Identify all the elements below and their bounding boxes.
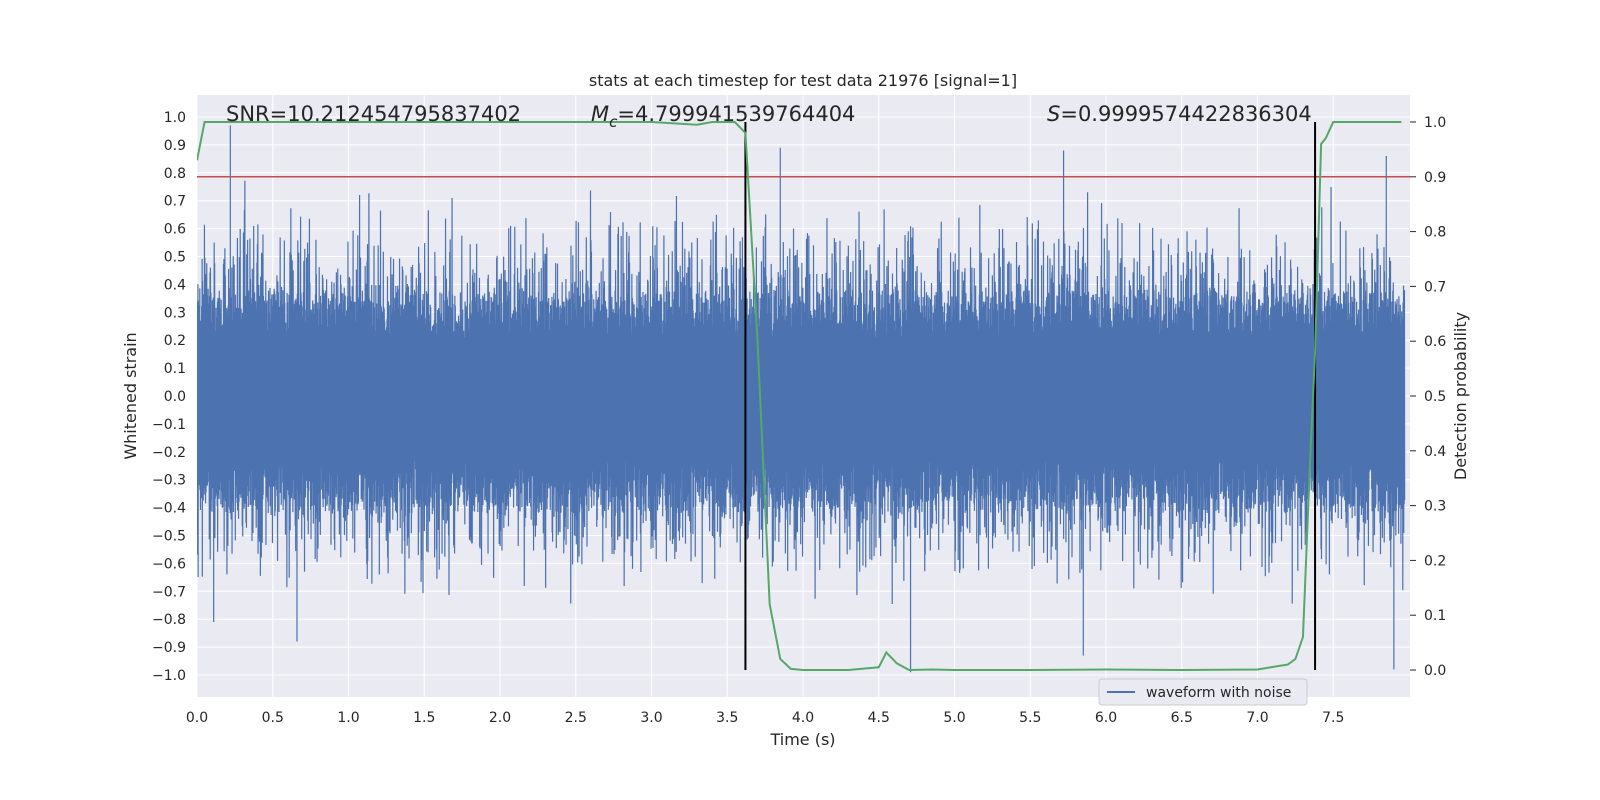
x-tick-label: 2.5 — [565, 710, 587, 726]
y2-tick-label: 0.8 — [1424, 225, 1446, 241]
y2-tick-label: 0.2 — [1424, 553, 1446, 569]
x-tick-label: 3.5 — [716, 710, 738, 726]
x-tick-label: 7.5 — [1322, 710, 1344, 726]
y-tick-label: 0.1 — [164, 361, 186, 377]
legend-box — [1098, 678, 1308, 706]
y-tick-label: −0.8 — [152, 612, 186, 628]
mc-annotation: Mc=4.799941539764404 — [591, 102, 855, 131]
y-tick-label: 1.0 — [164, 110, 186, 126]
chart-title: stats at each timestep for test data 219… — [589, 71, 1017, 90]
x-tick-label: 1.0 — [337, 710, 359, 726]
y-tick-label: 0.6 — [164, 222, 186, 238]
x-tick-label: 0.0 — [186, 710, 208, 726]
x-tick-label: 7.0 — [1246, 710, 1268, 726]
x-tick-label: 6.0 — [1095, 710, 1117, 726]
y2-tick-label: 0.4 — [1424, 444, 1446, 460]
x-tick-label: 4.0 — [792, 710, 814, 726]
y-tick-label: 0.7 — [164, 194, 186, 210]
y-tick-label: −0.4 — [152, 501, 186, 517]
x-tick-label: 5.5 — [1019, 710, 1041, 726]
legend-label: waveform with noise — [1146, 685, 1291, 701]
s-annotation: S=0.9999574422836304 — [1047, 102, 1312, 126]
y2-tick-label: 0.1 — [1424, 608, 1446, 624]
y-tick-label: −1.0 — [152, 668, 186, 684]
legend: waveform with noise — [1098, 678, 1308, 706]
y2-tick-label: 0.3 — [1424, 499, 1446, 515]
s-symbol: S — [1047, 102, 1060, 126]
y-tick-label: 0.9 — [164, 138, 186, 154]
y2-tick-label: 1.0 — [1424, 115, 1446, 131]
s-value: =0.9999574422836304 — [1060, 102, 1311, 126]
x-tick-label: 5.0 — [943, 710, 965, 726]
y-tick-label: −0.9 — [152, 640, 186, 656]
x-tick-label: 4.5 — [868, 710, 890, 726]
x-tick-label: 3.0 — [640, 710, 662, 726]
x-tick-label: 2.0 — [489, 710, 511, 726]
x-tick-label: 0.5 — [262, 710, 284, 726]
y-tick-label: −0.5 — [152, 529, 186, 545]
x-tick-label: 1.5 — [413, 710, 435, 726]
y-tick-label: 0.3 — [164, 305, 186, 321]
mc-symbol: M — [591, 102, 609, 126]
y-tick-label: 0.4 — [164, 277, 186, 293]
y2-tick-label: 0.7 — [1424, 279, 1446, 295]
y-axis-ticks: 1.0 0.9 0.8 0.7 0.6 0.5 0.4 0.3 0.2 0.1 0.0 −0.1 −0.… — [152, 110, 186, 684]
y-tick-label: −0.2 — [152, 445, 186, 461]
y2-tick-label: 0.6 — [1424, 334, 1446, 350]
x-axis-label: Time (s) — [769, 730, 835, 749]
mc-value: =4.799941539764404 — [617, 102, 855, 126]
y-tick-label: 0.8 — [164, 166, 186, 182]
y-tick-label: −0.6 — [152, 556, 186, 572]
y-tick-label: 0.0 — [164, 389, 186, 405]
x-axis-ticks: 0.0 0.5 1.0 1.5 2.0 2.5 3.0 3.5 4.0 4.5 5.0 5.5 6.0 6… — [186, 710, 1345, 726]
snr-annotation: SNR=10.212454795837402 — [226, 102, 521, 126]
mc-subscript: c — [609, 113, 618, 131]
y2-axis-ticks: 1.0 0.9 0.8 0.7 0.6 0.5 0.4 0.3 0.2 0.1 0.0 — [1410, 115, 1446, 679]
y-tick-label: 0.2 — [164, 333, 186, 349]
y-axis-label: Whitened strain — [121, 332, 140, 459]
waveform-series — [197, 125, 1406, 673]
y2-axis-label: Detection probability — [1451, 312, 1470, 480]
y-tick-label: −0.7 — [152, 584, 186, 600]
y-tick-label: 0.5 — [164, 250, 186, 266]
x-tick-label: 6.5 — [1171, 710, 1193, 726]
y2-tick-label: 0.9 — [1424, 170, 1446, 186]
y2-tick-label: 0.0 — [1424, 663, 1446, 679]
y2-tick-label: 0.5 — [1424, 389, 1446, 405]
probability-series — [197, 121, 1402, 672]
y-tick-label: −0.3 — [152, 473, 186, 489]
y-tick-label: −0.1 — [152, 417, 186, 433]
